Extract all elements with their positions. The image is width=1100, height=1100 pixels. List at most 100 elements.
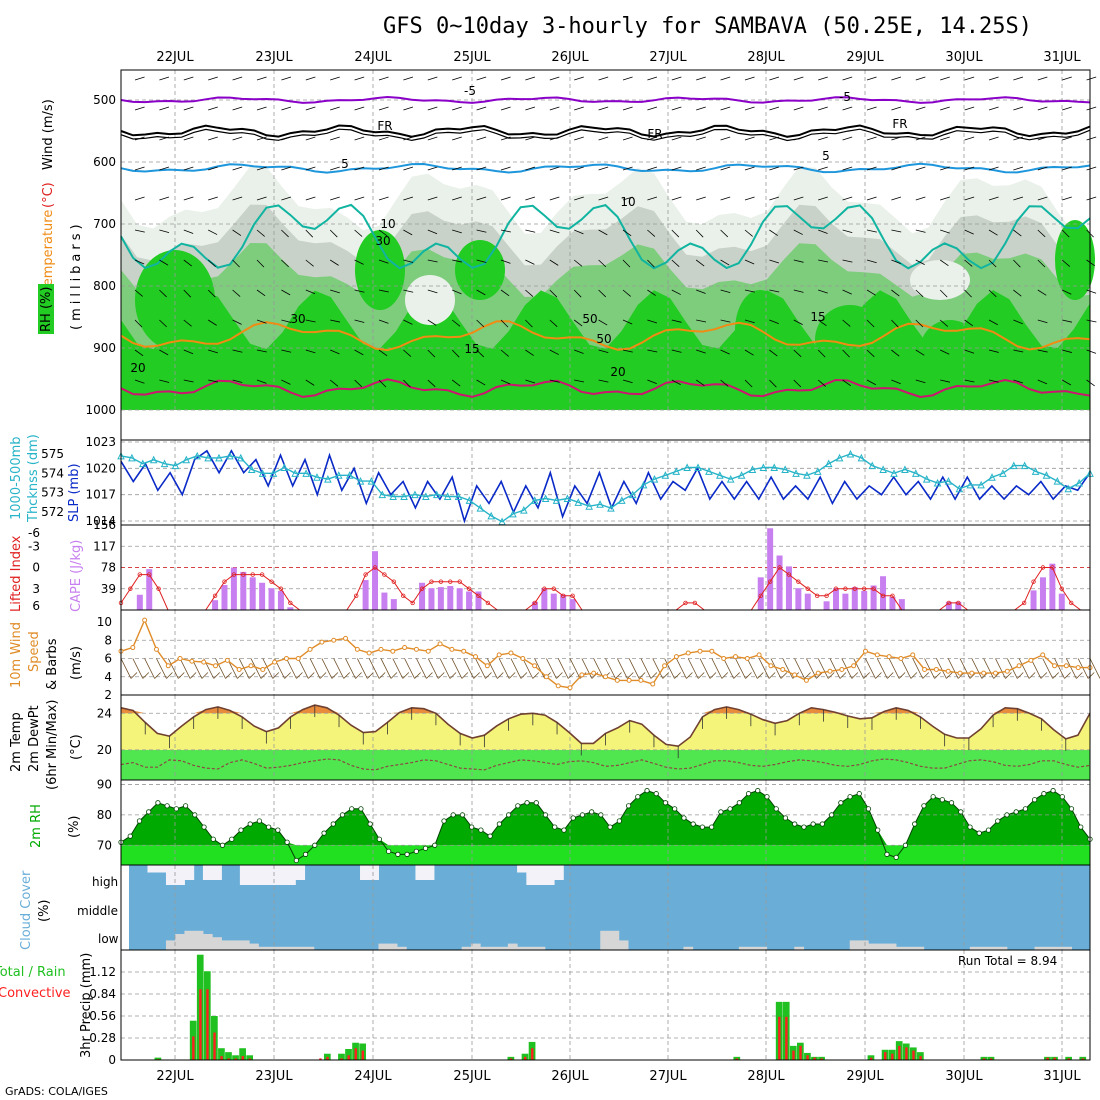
barb-3-3	[208, 166, 218, 171]
barb-4-11	[403, 196, 414, 201]
barb-5-21	[647, 229, 656, 237]
wind10-barb-50	[711, 658, 723, 679]
barb-4-3	[208, 196, 218, 201]
li-marker-44	[532, 600, 538, 606]
cape-bar-32	[419, 582, 426, 610]
rh2m-marker-12	[229, 836, 235, 842]
rh2m-marker-15	[256, 818, 263, 824]
barb-9-20	[622, 349, 633, 353]
barb-7-7	[305, 289, 316, 295]
wind10-flag-69	[946, 672, 953, 679]
barb-0-17	[549, 76, 560, 81]
precip-conv-127	[1046, 1057, 1049, 1060]
li-marker-73	[805, 586, 810, 591]
barb-8-21	[647, 319, 658, 324]
barb-8-23	[696, 319, 707, 323]
barb-4-10	[378, 196, 389, 201]
barb-2-5	[256, 136, 267, 141]
li-marker-3	[147, 572, 152, 577]
barb-2-21	[647, 136, 658, 141]
barb-7-16	[525, 289, 534, 297]
barb-6-26	[769, 259, 780, 264]
barb-4-19	[598, 196, 609, 201]
cloud-low-53	[618, 940, 629, 950]
slp-line	[120, 449, 1091, 524]
barb-3-25	[744, 166, 755, 171]
barb-0-10	[378, 76, 389, 81]
li-marker-82	[890, 593, 895, 599]
li-marker-14	[250, 572, 255, 577]
barb-10-23	[695, 379, 705, 387]
contour-label-15: 20	[130, 361, 145, 375]
li-marker-97	[1031, 579, 1036, 584]
wind10-barb-28	[451, 658, 463, 679]
isotherm-10	[120, 203, 1091, 270]
thickness-marker-74	[922, 475, 931, 483]
wind10-barb-46	[664, 658, 675, 679]
barb-10-15	[500, 379, 511, 385]
li-marker-4	[156, 586, 161, 591]
dewpt-fill	[121, 749, 1090, 780]
barb-8-30	[866, 319, 875, 328]
barb-6-33	[939, 259, 949, 267]
p3-ytick-left-4: 6	[32, 599, 40, 613]
barb-2-2	[183, 136, 194, 141]
barb-1-29	[842, 106, 853, 111]
barb-6-32	[915, 259, 925, 266]
wind10-barb-70	[947, 658, 959, 679]
rh-blob-6	[815, 305, 885, 375]
barb-10-18	[574, 379, 585, 383]
barb-0-0	[134, 76, 145, 81]
barb-3-32	[915, 166, 926, 171]
wind10-flag-7	[213, 672, 221, 679]
wind10-marker-43	[626, 677, 632, 683]
wind10-barb-59	[817, 658, 829, 679]
barb-6-25	[744, 259, 755, 265]
wind10-barb-54	[758, 658, 770, 679]
wind10-marker-80	[1063, 663, 1069, 669]
wind10-marker-47	[673, 654, 679, 660]
barb-3-4	[232, 166, 243, 171]
precip-total-11	[225, 1052, 232, 1060]
li-marker-100	[1059, 586, 1064, 591]
barb-3-21	[647, 166, 658, 171]
barb-9-12	[427, 349, 436, 358]
barb-5-26	[769, 229, 778, 236]
thickness-marker-58	[748, 465, 757, 473]
li-marker-18	[288, 600, 293, 606]
precip-panel-labels: Total / Rain Convective 3hr Precip (mm) …	[0, 953, 1057, 1058]
barb-8-20	[622, 319, 633, 325]
thickness-marker-51	[672, 467, 681, 475]
wind10-marker-76	[1016, 663, 1022, 669]
barb-4-16	[525, 196, 536, 201]
barb-6-10	[378, 259, 389, 264]
rh2m-marker-78	[838, 800, 844, 806]
cloud-low-82	[886, 943, 897, 950]
precip-conv-104	[884, 1052, 887, 1060]
wind10-marker-74	[992, 670, 998, 676]
cape-bar-17	[277, 590, 284, 610]
barb-9-32	[915, 349, 925, 356]
barb-5-18	[574, 229, 584, 235]
wind10-marker-27	[437, 641, 443, 647]
precip-conv-25	[326, 1056, 329, 1060]
precip-conv-108	[912, 1050, 915, 1060]
cape-bar-98	[1039, 577, 1046, 610]
li-marker-76	[833, 586, 839, 591]
rh2m-marker-99	[1032, 797, 1038, 803]
date-top-0: 22JUL	[156, 50, 194, 65]
wind10-marker-8	[213, 663, 219, 669]
label-wind10-unit: (m/s)	[69, 646, 84, 680]
p8-ytick-1: 0.28	[89, 1031, 116, 1045]
wind10-flag-0	[130, 672, 138, 679]
barb-5-13	[452, 229, 462, 234]
rh2m-marker-36	[450, 812, 456, 818]
wind10-barb-42	[616, 658, 628, 679]
cape-li-panel: 39 78 117 156 -6-3 0 3 6	[28, 518, 1091, 613]
date-bottom-1: 23JUL	[255, 1069, 293, 1084]
rh2m-marker-75	[810, 821, 816, 827]
barb-8-36	[1013, 319, 1023, 325]
wind10-barb-48	[687, 658, 699, 679]
precip-conv-14	[248, 1058, 252, 1060]
barb-8-19	[598, 319, 608, 326]
